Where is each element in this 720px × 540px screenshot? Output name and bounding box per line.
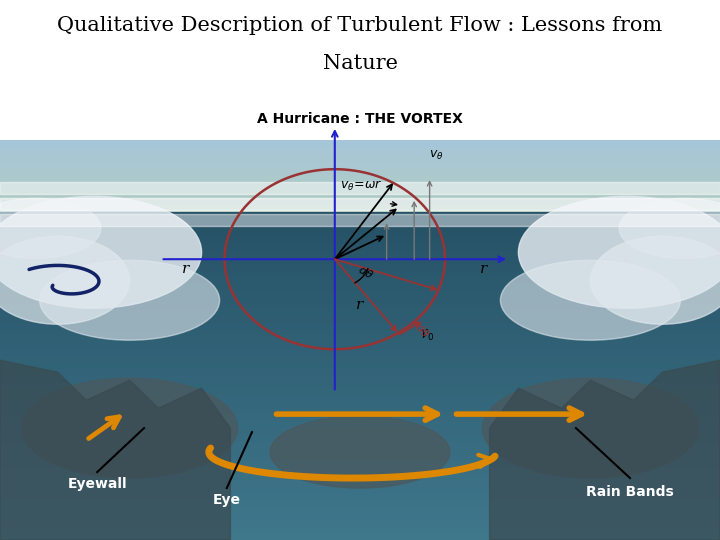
Bar — [0, 183, 720, 194]
Text: Eye: Eye — [213, 493, 240, 507]
Ellipse shape — [40, 260, 220, 340]
Text: r: r — [182, 262, 189, 276]
Ellipse shape — [500, 260, 680, 340]
Ellipse shape — [619, 198, 720, 258]
Text: A Hurricane : THE VORTEX: A Hurricane : THE VORTEX — [257, 112, 463, 126]
Ellipse shape — [518, 197, 720, 308]
Bar — [0, 198, 720, 210]
Polygon shape — [0, 360, 230, 540]
Ellipse shape — [0, 198, 101, 258]
Text: $\mathcal{V}_0$: $\mathcal{V}_0$ — [419, 328, 434, 343]
Polygon shape — [490, 360, 720, 540]
Text: r: r — [356, 298, 363, 312]
Text: Nature: Nature — [323, 53, 397, 73]
Text: Eyewall: Eyewall — [68, 477, 127, 491]
Text: Qualitative Description of Turbulent Flow : Lessons from: Qualitative Description of Turbulent Flo… — [58, 16, 662, 35]
Bar — [0, 214, 720, 226]
Ellipse shape — [22, 378, 238, 478]
Text: $v_\theta$: $v_\theta$ — [429, 150, 444, 163]
Ellipse shape — [0, 237, 130, 324]
Text: Rain Bands: Rain Bands — [586, 485, 674, 499]
Text: $rd\theta$: $rd\theta$ — [410, 318, 432, 340]
Text: $v_\theta\!=\!\omega r$: $v_\theta\!=\!\omega r$ — [341, 179, 383, 193]
Ellipse shape — [590, 237, 720, 324]
Ellipse shape — [0, 197, 202, 308]
Ellipse shape — [482, 378, 698, 478]
Text: $d\theta$: $d\theta$ — [356, 263, 375, 281]
Ellipse shape — [270, 416, 450, 488]
Text: r: r — [480, 262, 487, 276]
